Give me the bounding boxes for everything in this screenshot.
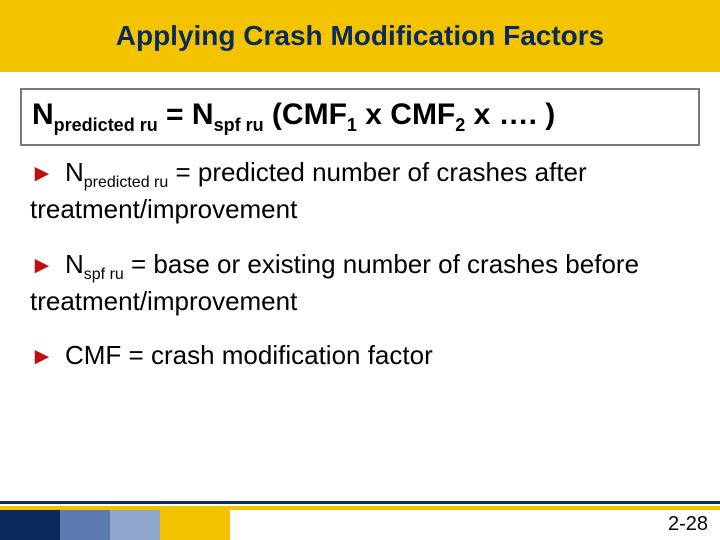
header-band: Applying Crash Modification Factors	[0, 0, 720, 72]
bullet-sub: predicted ru	[84, 174, 169, 191]
bullet-var: N	[65, 157, 84, 187]
bullet-arrow-icon: ►	[30, 160, 54, 187]
formula-tail: x …. )	[465, 98, 555, 131]
page-number: 2-28	[668, 513, 708, 536]
formula-n2: N	[192, 98, 214, 131]
bullet-item: ► CMF = crash modification factor	[30, 339, 690, 372]
formula-open: (CMF	[264, 98, 347, 131]
bullet-arrow-icon: ►	[30, 252, 54, 279]
bullet-sub: spf ru	[84, 266, 124, 283]
footer-block	[160, 510, 230, 540]
bullet-var: N	[65, 249, 84, 279]
bullet-list: ► Npredicted ru = predicted number of cr…	[30, 156, 690, 372]
formula-sub-predicted: predicted ru	[54, 115, 158, 135]
formula-sub1: 1	[347, 115, 357, 135]
footer-block	[0, 510, 60, 540]
bullet-text: CMF = crash modification factor	[65, 340, 433, 370]
formula-box: Npredicted ru = Nspf ru (CMF1 x CMF2 x ……	[20, 88, 700, 146]
formula-eq: =	[158, 98, 192, 131]
formula-mid1: x CMF	[357, 98, 455, 131]
formula-sub2: 2	[455, 115, 465, 135]
footer-block	[110, 510, 160, 540]
bullet-arrow-icon: ►	[30, 343, 54, 370]
footer-color-blocks	[0, 510, 230, 540]
footer-block	[60, 510, 110, 540]
footer-line-navy	[0, 501, 720, 504]
bullet-item: ► Nspf ru = base or existing number of c…	[30, 248, 690, 318]
formula-n1: N	[32, 98, 54, 131]
formula-text: Npredicted ru = Nspf ru (CMF1 x CMF2 x ……	[32, 98, 688, 136]
formula-sub-spf: spf ru	[214, 115, 264, 135]
bullet-item: ► Npredicted ru = predicted number of cr…	[30, 156, 690, 226]
slide-title: Applying Crash Modification Factors	[116, 20, 604, 52]
